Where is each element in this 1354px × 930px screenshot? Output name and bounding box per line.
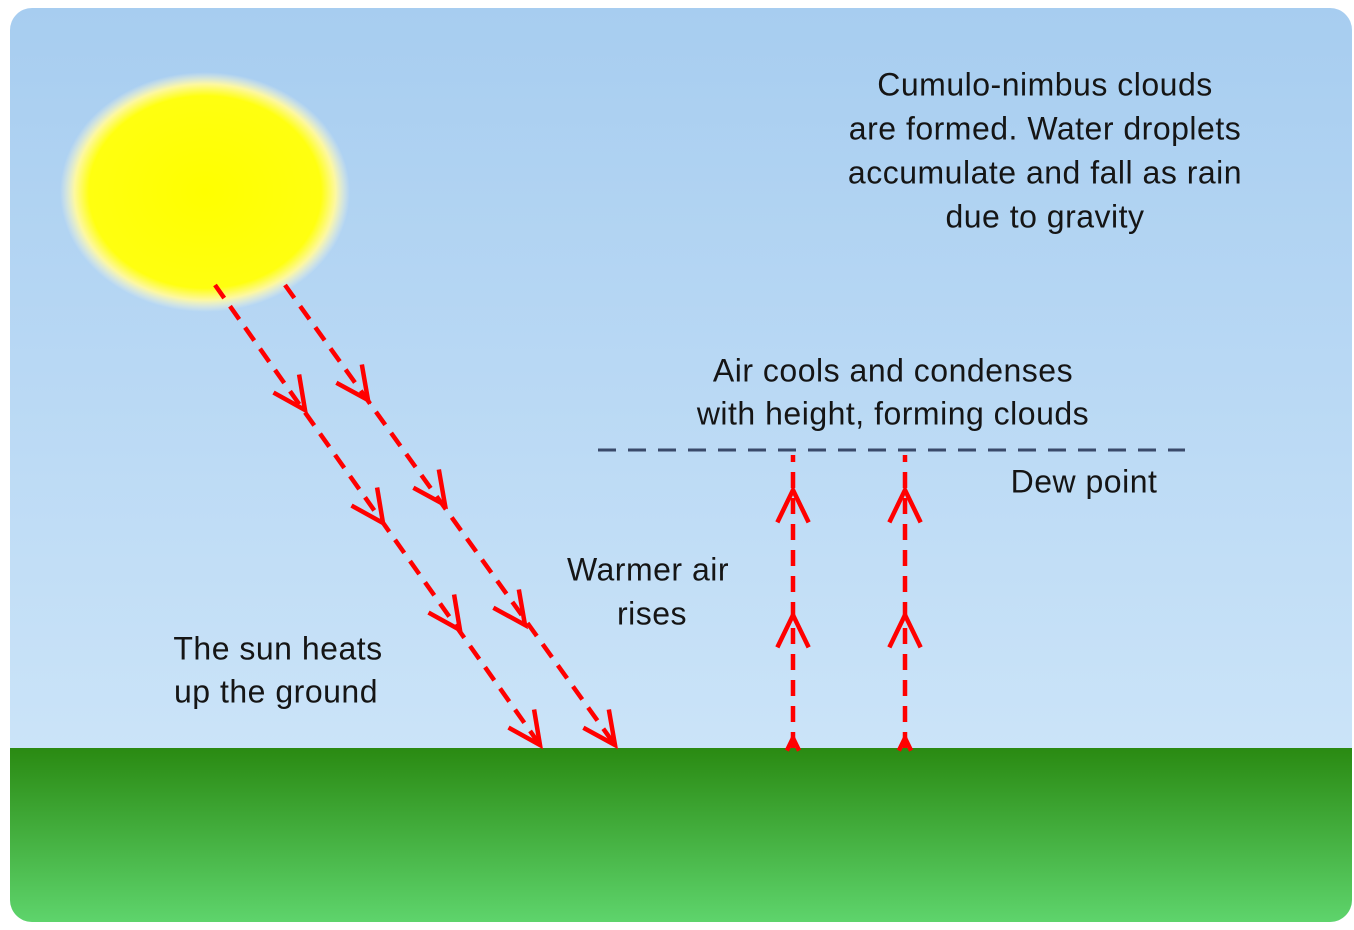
label-line: The sun heats xyxy=(173,630,382,666)
label-line: with height, forming clouds xyxy=(696,395,1089,431)
label-line: Cumulo-nimbus clouds xyxy=(877,66,1212,102)
label-line: Air cools and condenses xyxy=(713,352,1073,388)
label-line: accumulate and fall as rain xyxy=(848,154,1242,190)
label-line: up the ground xyxy=(174,673,378,709)
label-line: rises xyxy=(617,595,687,631)
label-line: due to gravity xyxy=(945,198,1144,234)
ground xyxy=(10,748,1352,922)
label-line: Dew point xyxy=(1011,463,1158,499)
sun xyxy=(60,72,350,312)
page: Cumulo-nimbus clouds are formed. Water d… xyxy=(0,0,1354,925)
label-line: are formed. Water droplets xyxy=(849,110,1241,146)
label-line: Warmer air xyxy=(567,551,729,587)
diagram: Cumulo-nimbus clouds are formed. Water d… xyxy=(0,0,1354,925)
